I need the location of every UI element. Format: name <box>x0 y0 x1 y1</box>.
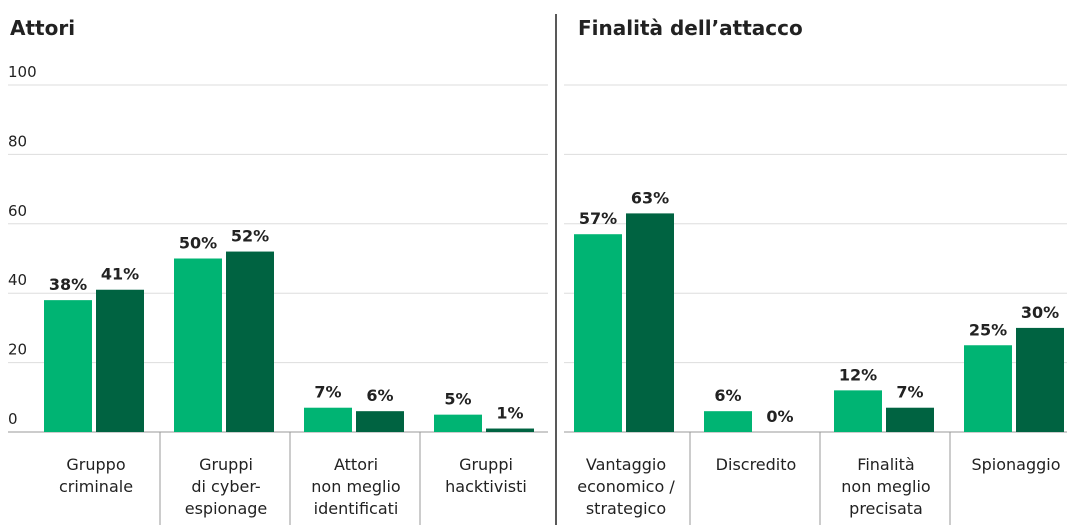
y-tick-label: 40 <box>8 271 27 289</box>
value-label: 1% <box>496 404 523 423</box>
bar <box>486 428 534 432</box>
bar <box>226 251 274 432</box>
chart-title: Finalità dell’attacco <box>578 16 803 40</box>
value-label: 7% <box>314 383 341 402</box>
value-label: 6% <box>366 386 393 405</box>
bar <box>704 411 752 432</box>
bar <box>304 407 352 432</box>
x-tick-label: Spionaggio <box>971 455 1060 474</box>
bar <box>574 234 622 432</box>
x-tick-label: Gruppi hacktivisti <box>445 455 527 496</box>
bar <box>886 407 934 432</box>
bar <box>96 289 144 432</box>
value-label: 25% <box>969 320 1007 339</box>
bar <box>834 390 882 432</box>
x-tick-label: Attori non meglio identificati <box>311 455 400 518</box>
value-label: 12% <box>839 365 877 384</box>
bar <box>964 345 1012 432</box>
value-label: 57% <box>579 209 617 228</box>
y-tick-label: 20 <box>8 341 27 359</box>
value-label: 5% <box>444 390 471 409</box>
value-label: 0% <box>766 407 793 426</box>
x-tick-label: Gruppi di cyber-espionage <box>185 455 268 518</box>
y-tick-label: 100 <box>8 63 37 81</box>
value-label: 6% <box>714 386 741 405</box>
chart-title: Attori <box>10 16 75 40</box>
value-label: 50% <box>179 234 217 253</box>
y-tick-label: 80 <box>8 132 27 150</box>
x-tick-label: Gruppo criminale <box>59 455 133 496</box>
value-label: 30% <box>1021 303 1059 322</box>
value-label: 38% <box>49 275 87 294</box>
bar <box>174 258 222 432</box>
x-tick-label: Vantaggio economico / strategico <box>577 455 675 518</box>
y-tick-label: 0 <box>8 410 18 428</box>
value-label: 52% <box>231 227 269 246</box>
bar <box>356 411 404 432</box>
x-tick-label: Finalità non meglio precisata <box>841 455 930 518</box>
bar <box>44 300 92 432</box>
bar <box>1016 327 1064 432</box>
y-tick-label: 60 <box>8 202 27 220</box>
bar <box>626 213 674 432</box>
x-tick-label: Discredito <box>716 455 797 474</box>
bar <box>434 414 482 432</box>
value-label: 7% <box>896 383 923 402</box>
value-label: 41% <box>101 265 139 284</box>
value-label: 63% <box>631 188 669 207</box>
